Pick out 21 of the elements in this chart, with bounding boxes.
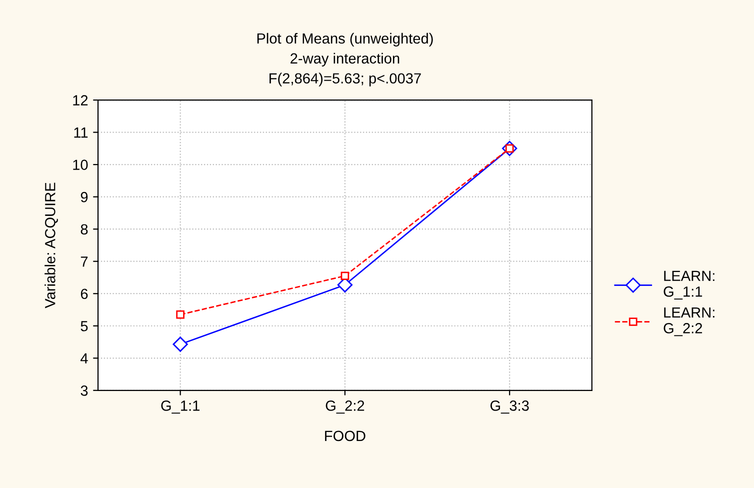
x-tick-label: G_1:1 <box>161 400 200 414</box>
chart-title: Plot of Means (unweighted) 2-way interaction F(2,864)=5.63; p<.0037 <box>257 32 433 86</box>
y-tick-label: 7 <box>80 256 88 267</box>
y-tick-label: 10 <box>73 160 88 170</box>
y-tick-label: 8 <box>80 224 88 235</box>
legend-label: LEARN: G_2:2 <box>664 307 714 336</box>
x-axis-title: FOOD <box>325 430 366 442</box>
point <box>172 336 188 352</box>
y-tick-label: 12 <box>73 95 88 106</box>
x-tick-label: G_2:2 <box>326 400 364 414</box>
y-tick-label: 4 <box>80 353 88 364</box>
x-tick-label: G_3:3 <box>490 400 529 414</box>
y-tick-label: 6 <box>80 288 88 300</box>
point <box>176 310 184 319</box>
y-axis-title: Variable: ACQUIRE <box>44 182 58 308</box>
y-tick-label: 11 <box>74 128 88 138</box>
y-tick-label: 9 <box>80 192 88 202</box>
point <box>340 272 350 280</box>
y-tick-label: 5 <box>80 321 88 332</box>
y-tick-label: 3 <box>80 386 88 396</box>
legend-label: LEARN: G_1:1 <box>664 270 714 300</box>
